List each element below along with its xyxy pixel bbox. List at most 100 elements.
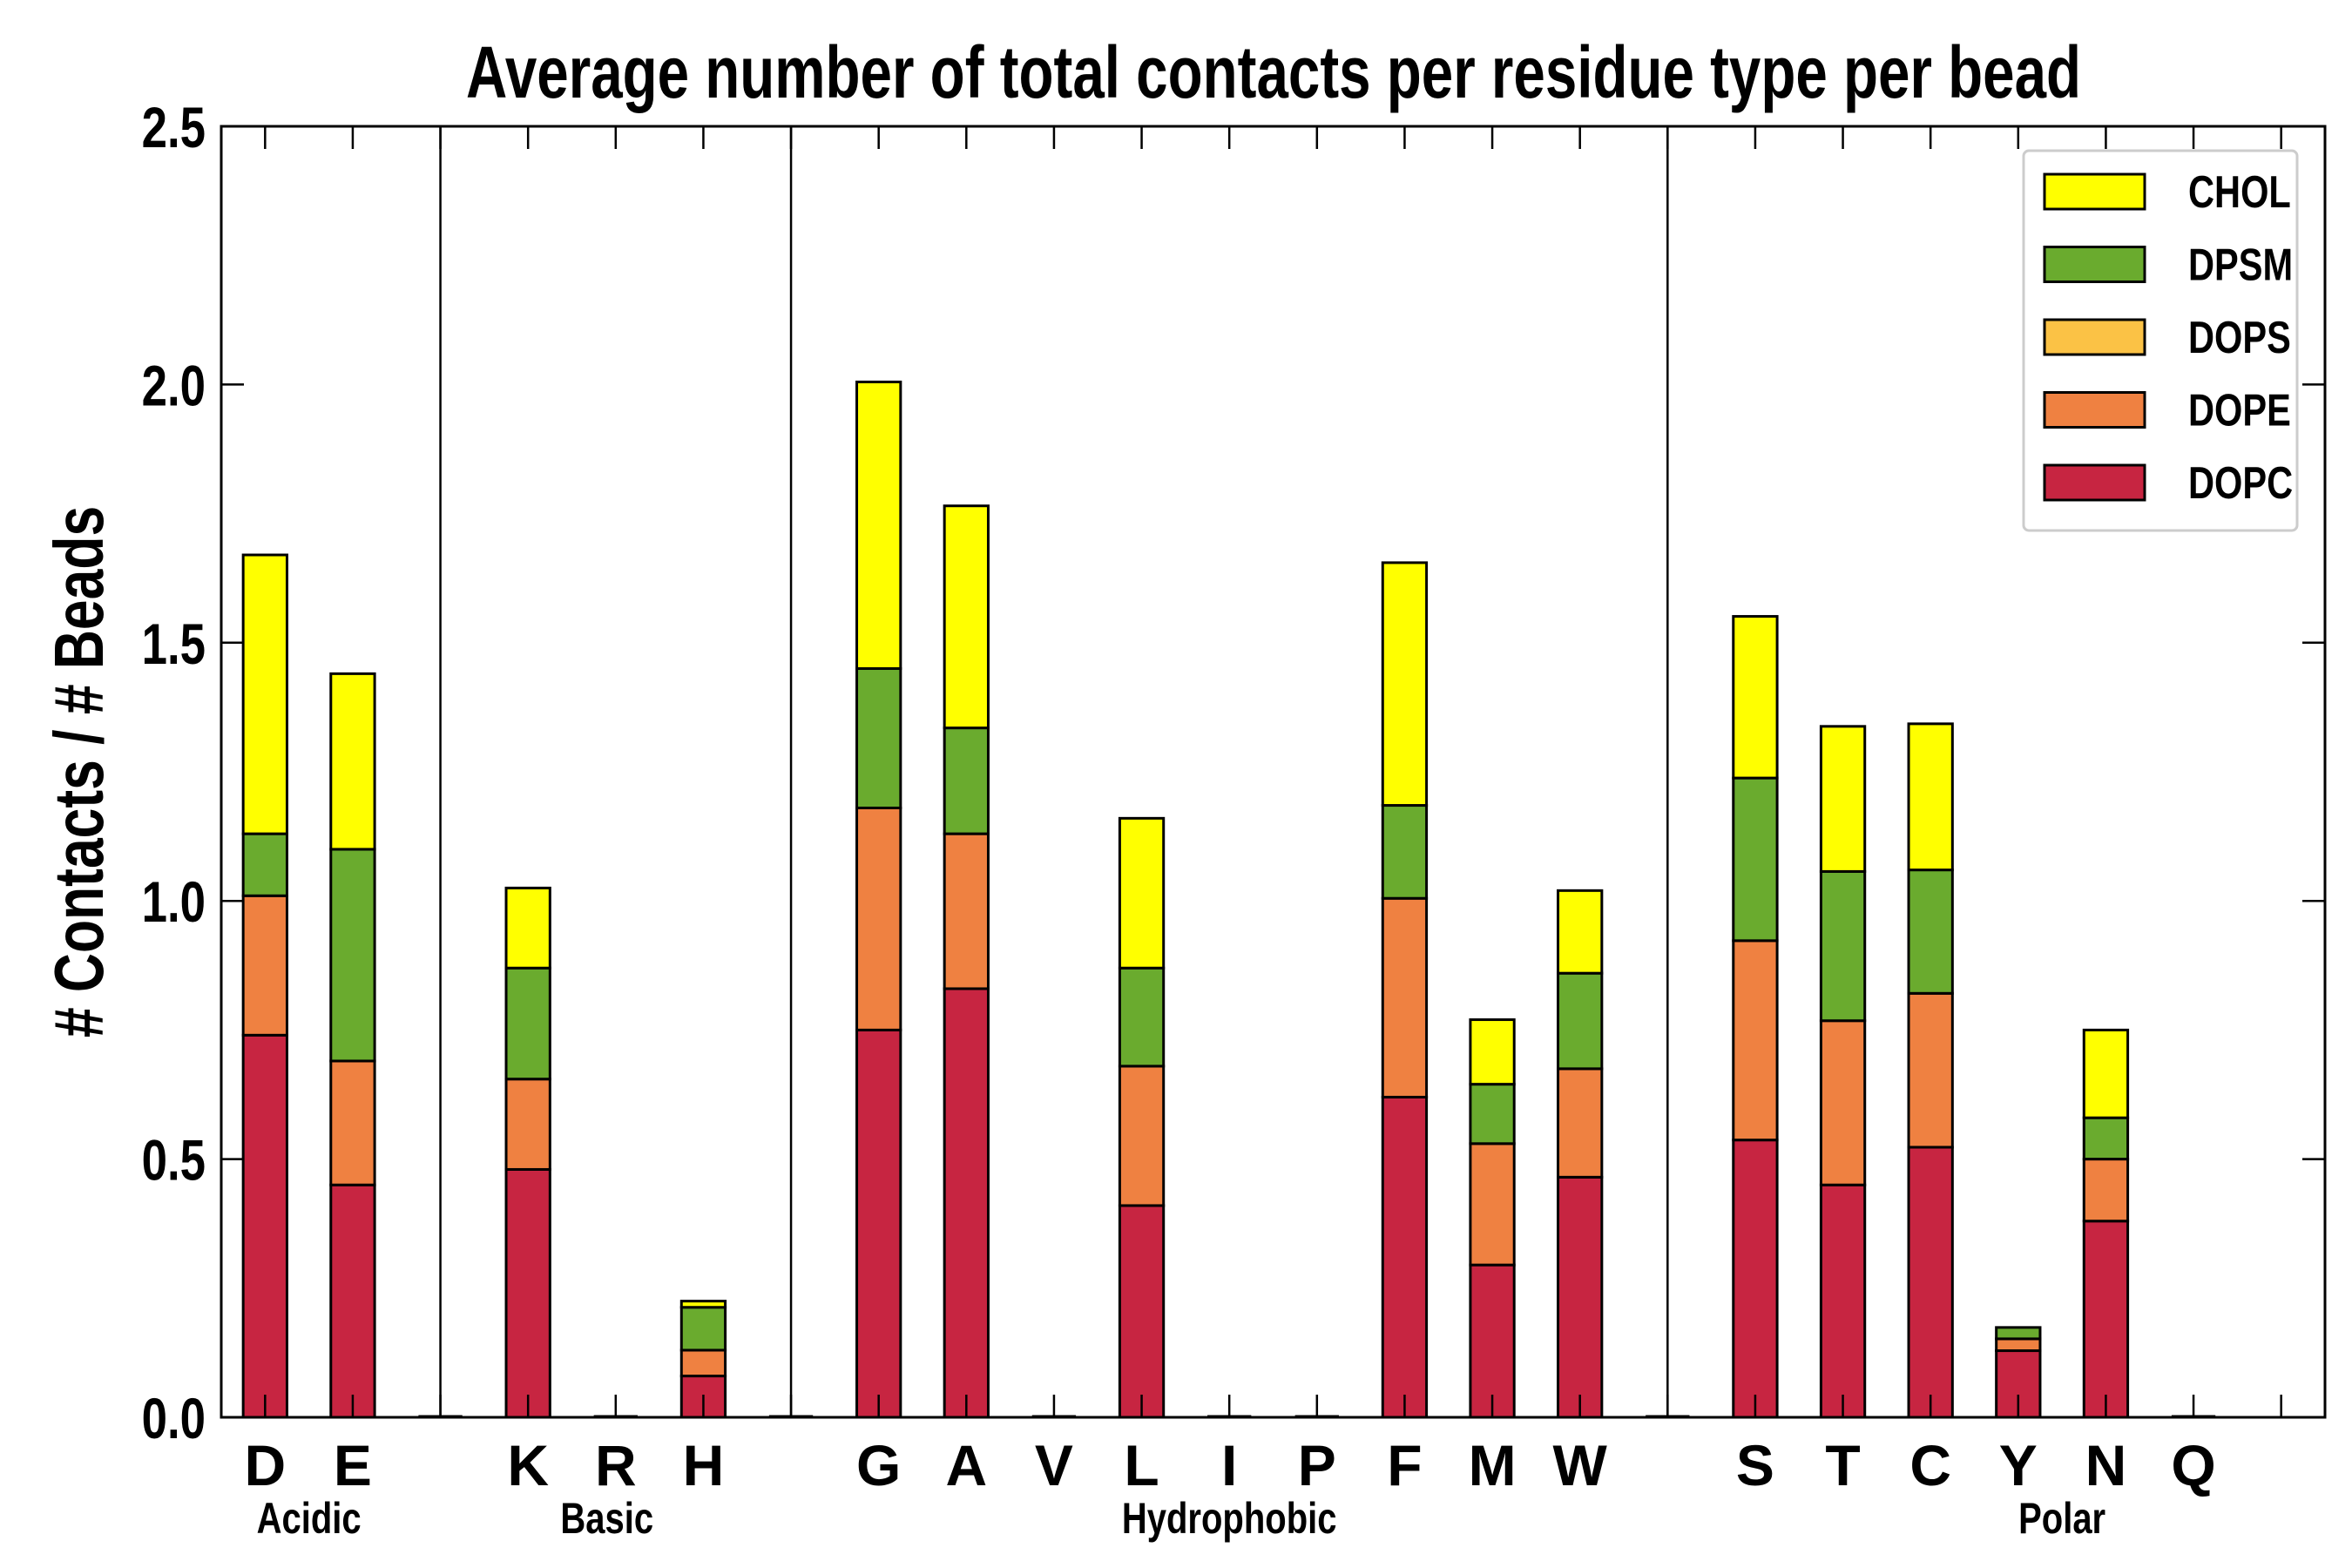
- bar-segment-dope: [1118, 1064, 1166, 1207]
- bar-segment-chol: [329, 672, 376, 851]
- bar-segment-chol: [504, 886, 551, 970]
- bar-segment-dope: [504, 1078, 551, 1171]
- bar-segment-chol: [1118, 816, 1166, 970]
- bar-segment-chol: [1557, 889, 1604, 975]
- bar-segment-dopc: [1732, 1139, 1779, 1419]
- bar-segment-dopc: [241, 1033, 288, 1419]
- legend-label: CHOL: [2188, 166, 2291, 218]
- ticks-layer: D E K R H G A V L I P F M W S T C Y N Q Acidic Basic Hydrophob…: [142, 95, 2325, 1543]
- bar-segment-dope: [241, 894, 288, 1037]
- bar-segment-dopc: [855, 1028, 902, 1419]
- bar-segment-dopc: [943, 987, 990, 1419]
- bar-segment-dope: [2082, 1158, 2130, 1223]
- bar-segment-dpsm: [1469, 1083, 1516, 1146]
- bar-segment-chol: [679, 1300, 727, 1309]
- bar-segment-dope: [943, 832, 990, 990]
- bar-segment-dpsm: [679, 1306, 727, 1352]
- group-label: Basic: [560, 1494, 653, 1543]
- bar-segment-dopc: [1118, 1204, 1166, 1419]
- x-tick-label: H: [683, 1433, 725, 1497]
- y-tick-label: 1.0: [142, 870, 206, 935]
- y-tick-label: 2.5: [142, 95, 206, 159]
- chart-title: Average number of total contacts per res…: [466, 31, 2081, 113]
- legend-label: DPSM: [2188, 239, 2293, 290]
- bar-segment-dpsm: [943, 727, 990, 835]
- x-tick-label: E: [334, 1433, 372, 1497]
- bar-segment-dope: [1819, 1019, 1867, 1186]
- bar-segment-chol: [1732, 615, 1779, 780]
- legend-label: DOPE: [2188, 384, 2291, 436]
- group-label: Polar: [2018, 1494, 2105, 1543]
- x-tick-label: R: [595, 1433, 637, 1497]
- bar-segment-dopc: [1381, 1095, 1429, 1419]
- axes-frame: [220, 125, 2327, 1419]
- legend-label: DOPC: [2188, 457, 2293, 509]
- bar-segment-dope: [855, 806, 902, 1031]
- bar-segment-dope: [679, 1348, 727, 1378]
- bar-segment-dope: [1557, 1067, 1604, 1179]
- bar-segment-dopc: [1907, 1146, 1954, 1419]
- x-tick-label: N: [2085, 1433, 2127, 1497]
- bar-segment-dopc: [2082, 1220, 2130, 1419]
- x-tick-label: L: [1124, 1433, 1159, 1497]
- bar-segment-dope: [1469, 1142, 1516, 1267]
- bar-segment-chol: [1381, 561, 1429, 808]
- group-label: Acidic: [257, 1494, 362, 1543]
- bar-segment-dpsm: [1118, 966, 1166, 1068]
- legend-swatch-dpsm: [2043, 246, 2146, 283]
- bars-layer: [241, 380, 2216, 1419]
- bar-segment-dpsm: [855, 666, 902, 809]
- bar-segment-dopc: [1557, 1175, 1604, 1419]
- bar-segment-chol: [1907, 722, 1954, 872]
- bar-segment-dpsm: [2082, 1116, 2130, 1161]
- y-tick-label: 0.0: [142, 1386, 206, 1450]
- y-tick-label: 2.0: [142, 354, 206, 418]
- x-tick-label: F: [1387, 1433, 1422, 1497]
- bar-segment-dopc: [1469, 1263, 1516, 1419]
- x-tick-label: Q: [2171, 1433, 2215, 1497]
- x-tick-label: W: [1553, 1433, 1608, 1497]
- bar-segment-dope: [1732, 939, 1779, 1142]
- bar-segment-dopc: [329, 1183, 376, 1419]
- x-tick-label: K: [507, 1433, 549, 1497]
- bar-segment-dope: [1995, 1337, 2042, 1353]
- legend-swatch-dope: [2043, 391, 2146, 429]
- x-tick-label: T: [1825, 1433, 1860, 1497]
- bar-segment-chol: [1469, 1018, 1516, 1086]
- x-tick-label: I: [1221, 1433, 1237, 1497]
- x-tick-label: G: [856, 1433, 901, 1497]
- bar-segment-dpsm: [504, 966, 551, 1081]
- x-tick-label: Y: [1999, 1433, 2038, 1497]
- bar-segment-dpsm: [1819, 869, 1867, 1023]
- bar-segment-dopc: [504, 1167, 551, 1419]
- bar-segment-dpsm: [329, 848, 376, 1063]
- legend-swatch-dopc: [2043, 463, 2146, 502]
- bar-segment-dpsm: [1732, 776, 1779, 943]
- bar-segment-dope: [1907, 991, 1954, 1149]
- bar-segment-chol: [943, 504, 990, 730]
- x-tick-label: C: [1909, 1433, 1951, 1497]
- x-tick-label: S: [1736, 1433, 1774, 1497]
- bar-segment-dpsm: [241, 832, 288, 897]
- bar-segment-dpsm: [1381, 804, 1429, 900]
- x-tick-label: M: [1469, 1433, 1517, 1497]
- bar-segment-chol: [855, 380, 902, 670]
- y-axis-label: # Contacts / # Beads: [41, 506, 118, 1037]
- x-tick-label: A: [945, 1433, 987, 1497]
- legend: CHOL DPSM DOPS DOPE DOPC: [2022, 149, 2299, 532]
- legend-swatch-chol: [2043, 172, 2146, 211]
- bar-segment-dopc: [1819, 1183, 1867, 1419]
- x-tick-label: D: [244, 1433, 286, 1497]
- y-tick-label: 1.5: [142, 612, 206, 676]
- bar-segment-dope: [1381, 896, 1429, 1098]
- y-tick-label: 0.5: [142, 1128, 206, 1193]
- bar-segment-dpsm: [1907, 868, 1954, 995]
- bar-segment-chol: [241, 553, 288, 835]
- plot-border: [220, 125, 2327, 1419]
- legend-label: DOPS: [2188, 312, 2291, 363]
- bar-segment-dpsm: [1557, 971, 1604, 1071]
- group-label: Hydrophobic: [1122, 1494, 1337, 1543]
- bar-segment-dope: [329, 1059, 376, 1186]
- x-tick-label: P: [1298, 1433, 1336, 1497]
